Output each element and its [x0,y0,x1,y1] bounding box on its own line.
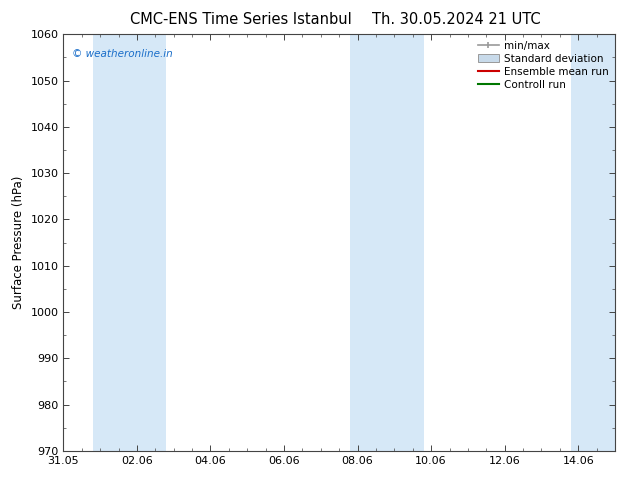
Bar [93,34,166,451]
Legend: min/max, Standard deviation, Ensemble mean run, Controll run: min/max, Standard deviation, Ensemble me… [474,36,613,94]
Text: © weatheronline.in: © weatheronline.in [72,49,172,59]
Text: Th. 30.05.2024 21 UTC: Th. 30.05.2024 21 UTC [372,12,541,27]
Bar [350,34,424,451]
Text: CMC-ENS Time Series Istanbul: CMC-ENS Time Series Istanbul [130,12,352,27]
Y-axis label: Surface Pressure (hPa): Surface Pressure (hPa) [12,176,25,309]
Bar [571,34,633,451]
